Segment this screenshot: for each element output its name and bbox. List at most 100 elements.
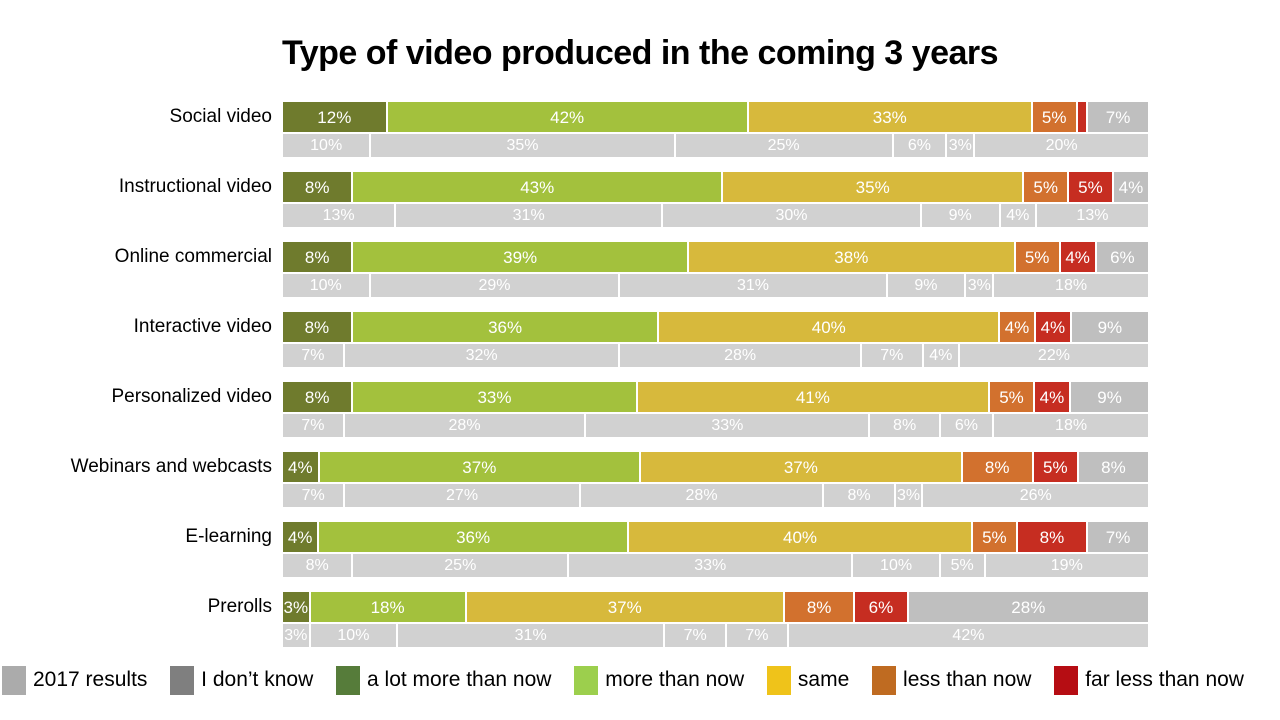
forecast-bar-segment: 8%	[1078, 452, 1149, 482]
segment-value-label: 12%	[317, 107, 352, 127]
segment-value-label: 5%	[982, 527, 1007, 547]
forecast-bar: 8% 39% 38% 5% 4% 6%	[283, 242, 1149, 272]
results-2017-bar-segment: 7%	[665, 624, 726, 647]
legend-swatch-icon	[336, 665, 361, 695]
legend-label: 2017 results	[33, 668, 148, 691]
legend-label: same	[797, 668, 850, 691]
forecast-bar-segment: 37%	[319, 452, 640, 482]
segment-value-label: 39%	[503, 247, 538, 267]
forecast-bar-segment: 8%	[784, 592, 854, 622]
segment-value-label: 5%	[1041, 107, 1067, 127]
forecast-bar-segment: 36%	[352, 312, 658, 342]
forecast-bar-segment: 9%	[1071, 312, 1148, 342]
results-2017-bar-segment: 7%	[727, 624, 787, 647]
results-2017-bar-segment: 10%	[283, 274, 369, 297]
segment-value-label: 31%	[736, 276, 769, 294]
results-2017-bar-segment: 20%	[975, 134, 1148, 157]
chart-row: E-learning 4% 36% 40% 5% 8% 7% 8% 25% 33% 10% 5% 19%	[0, 522, 1149, 577]
segment-value-label: 42%	[550, 107, 585, 127]
segment-value-label: 4%	[929, 346, 953, 364]
forecast-bar-segment: 9%	[1071, 382, 1149, 412]
results-2017-bar-segment: 3%	[895, 484, 922, 507]
segment-value-label: 4%	[1039, 387, 1065, 407]
category-bars: 3% 18% 37% 8% 6% 28% 3% 10% 31% 7% 7% 42%	[283, 592, 1149, 647]
legend-label: more than now	[605, 668, 745, 691]
results-2017-bar-segment: 6%	[893, 134, 946, 157]
forecast-bar-segment: 4%	[1060, 242, 1095, 272]
segment-value-label: 40%	[782, 527, 818, 547]
segment-value-label: 7%	[301, 416, 325, 434]
results-2017-bar-segment: 10%	[310, 624, 397, 647]
segment-value-label: 28%	[685, 486, 718, 504]
segment-value-label: 37%	[607, 597, 642, 617]
results-2017-bar-segment: 26%	[923, 484, 1148, 507]
legend-item: less than now	[872, 665, 1031, 695]
results-2017-bar-segment: 7%	[283, 344, 343, 367]
segment-value-label: 36%	[488, 317, 523, 337]
segment-value-label: 37%	[462, 457, 497, 477]
category-label: Interactive video	[133, 316, 272, 337]
results-2017-bar-segment: 30%	[663, 204, 920, 227]
results-2017-bar-segment: 29%	[370, 274, 619, 297]
results-2017-bar-segment: 35%	[371, 134, 674, 157]
results-2017-bar-segment: 8%	[283, 554, 352, 577]
segment-value-label: 22%	[1037, 346, 1070, 364]
forecast-bar-segment: 5%	[1033, 452, 1077, 482]
results-2017-bar-segment: 28%	[344, 414, 585, 437]
segment-value-label: 6%	[868, 597, 894, 617]
category-label: Personalized video	[111, 386, 272, 407]
segment-value-label: 38%	[834, 247, 869, 267]
forecast-bar-segment: 6%	[1096, 242, 1149, 272]
forecast-bar: 8% 36% 40% 4% 4% 9%	[283, 312, 1148, 342]
segment-value-label: 9%	[948, 206, 972, 224]
results-2017-bar: 3% 10% 31% 7% 7% 42%	[283, 624, 1148, 647]
results-2017-bar-segment: 7%	[861, 344, 922, 367]
forecast-bar-segment: 40%	[629, 522, 971, 552]
category-bars: 12% 42% 33% 5% 7% 10% 35% 25% 6% 3% 20%	[283, 102, 1148, 157]
segment-value-label: 8%	[984, 457, 1010, 477]
segment-value-label: 36%	[456, 527, 491, 547]
forecast-bar-segment: 6%	[855, 592, 907, 622]
segment-value-label: 7%	[1105, 527, 1131, 547]
segment-value-label: 3%	[283, 597, 309, 617]
results-2017-bar-segment: 28%	[620, 344, 860, 367]
results-2017-bar-segment: 31%	[620, 274, 886, 297]
forecast-bar-segment: 5%	[973, 522, 1016, 552]
segment-value-label: 6%	[954, 416, 979, 434]
category-label: Instructional video	[118, 176, 272, 197]
legend-item: same	[766, 665, 850, 695]
forecast-bar-segment: 33%	[353, 382, 636, 412]
segment-value-label: 18%	[1055, 276, 1088, 294]
forecast-bar-segment: 5%	[990, 382, 1033, 412]
results-2017-bar: 10% 35% 25% 6% 3% 20%	[283, 134, 1148, 157]
segment-value-label: 5%	[950, 556, 974, 574]
segment-value-label: 41%	[795, 387, 830, 407]
legend-swatch-icon	[766, 665, 791, 695]
results-2017-bar-segment: 13%	[1036, 204, 1149, 227]
results-2017-bar-segment: 7%	[283, 414, 343, 437]
chart-row: Interactive video 8% 36% 40% 4% 4% 9% 7% 32% 28% 7…	[0, 312, 1148, 367]
legend-swatch-icon	[170, 665, 195, 695]
segment-value-label: 4%	[1006, 206, 1030, 224]
forecast-bar-segment: 8%	[283, 312, 351, 342]
forecast-bar-segment: 5%	[1015, 242, 1059, 272]
segment-value-label: 5%	[999, 387, 1024, 407]
forecast-bar-segment: 7%	[1088, 522, 1148, 552]
results-2017-bar-segment: 10%	[853, 554, 939, 577]
results-2017-bar-segment: 19%	[985, 554, 1149, 577]
forecast-bar-segment: 4%	[283, 522, 318, 552]
category-label: Online commercial	[114, 246, 272, 267]
segment-value-label: 25%	[444, 556, 477, 574]
legend-label: I don’t know	[201, 668, 314, 691]
forecast-bar: 4% 37% 37% 8% 5% 8%	[283, 452, 1149, 482]
legend: 2017 results I don’t know a lot more than …	[2, 663, 1244, 697]
segment-value-label: 6%	[907, 136, 931, 154]
results-2017-bar: 8% 25% 33% 10% 5% 19%	[283, 554, 1149, 577]
segment-value-label: 4%	[1040, 317, 1066, 337]
results-2017-bar-segment: 8%	[870, 414, 939, 437]
legend-item: more than now	[574, 665, 745, 695]
segment-value-label: 33%	[872, 107, 907, 127]
segment-value-label: 35%	[506, 136, 539, 154]
legend-swatch-icon	[1054, 665, 1079, 695]
